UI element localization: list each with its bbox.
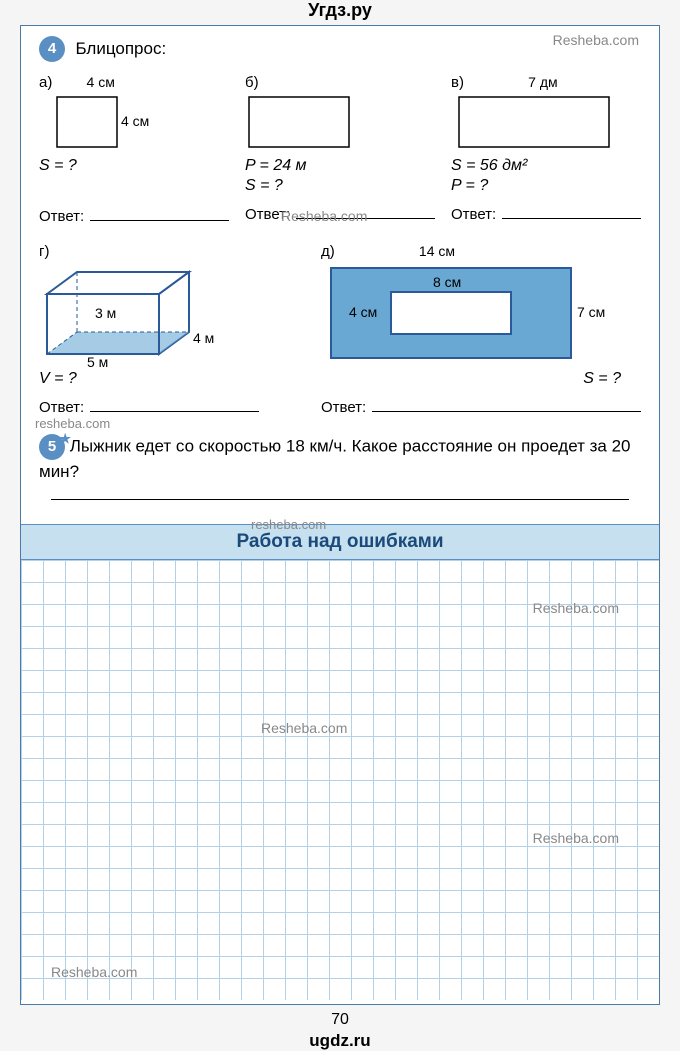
task4-badge: 4 <box>39 36 65 62</box>
answer-blank-a[interactable] <box>90 205 229 221</box>
formula-c2: P = ? <box>451 177 641 195</box>
formula-g: V = ? <box>39 370 259 388</box>
section-header: Работа над ошибками <box>21 524 659 560</box>
watermark: Resheba.com <box>261 720 347 736</box>
watermark: Resheba.com <box>51 964 137 980</box>
answer-label-c: Ответ: <box>451 206 496 223</box>
formula-b2: S = ? <box>245 177 435 195</box>
answer-label-b: Ответ: <box>245 206 290 223</box>
rect-c <box>451 95 621 151</box>
dim-innerw-d: 8 см <box>433 274 461 290</box>
watermark: Resheba.com <box>533 600 619 616</box>
worksheet-page: Resheba.com 4 Блицопрос: а) 4 см 4 см S … <box>20 25 660 1005</box>
task4c: в) 7 дм S = 56 дм² P = ? Ответ: <box>451 74 641 225</box>
grid-area[interactable]: Resheba.com Resheba.com Resheba.com Resh… <box>21 560 659 1000</box>
dim-outerw-d: 14 см <box>419 243 455 259</box>
answer-label-d: Ответ: <box>321 399 366 416</box>
answer-label-a: Ответ: <box>39 208 84 225</box>
task5-text: Лыжник едет со скоростью 18 км/ч. Какое … <box>39 436 631 481</box>
formula-a: S = ? <box>39 157 229 175</box>
dim-top-a: 4 см <box>87 74 115 90</box>
page-number: 70 <box>0 1011 680 1029</box>
watermark: resheba.com <box>35 416 110 431</box>
watermark: Resheba.com <box>533 830 619 846</box>
label-b: б) <box>245 74 259 91</box>
label-g: г) <box>39 243 49 260</box>
answer-blank-c[interactable] <box>502 203 641 219</box>
dim-outerh-d: 7 см <box>577 304 605 320</box>
box-g <box>39 264 239 364</box>
task5: 5 Лыжник едет со скоростью 18 км/ч. Како… <box>39 434 641 500</box>
dim-top-c: 7 дм <box>528 74 557 90</box>
top-site: Угдз.ру <box>0 0 680 21</box>
task5-blank[interactable] <box>51 498 629 500</box>
dim-width-g: 5 м <box>87 354 108 370</box>
answer-blank-g[interactable] <box>90 396 259 412</box>
answer-blank-b[interactable] <box>296 203 435 219</box>
label-c: в) <box>451 74 464 91</box>
square-b <box>245 95 395 151</box>
answer-label-g: Ответ: <box>39 399 84 416</box>
task4: 4 Блицопрос: а) 4 см 4 см S = ? Ответ: <box>39 36 641 416</box>
formula-d: S = ? <box>583 370 621 387</box>
task4d: д) 14 см 8 см 4 см 7 см S = ? Ответ: <box>321 243 641 416</box>
bottom-site: ugdz.ru <box>0 1031 680 1051</box>
label-a: а) <box>39 74 52 91</box>
dim-side-a: 4 см <box>121 113 149 129</box>
answer-blank-d[interactable] <box>372 396 641 412</box>
task4g: г) 3 м 4 м 5 м V = <box>39 243 259 416</box>
task5-badge: 5 <box>39 434 65 460</box>
label-d: д) <box>321 243 335 260</box>
formula-b1: P = 24 м <box>245 157 435 175</box>
task4b: б) P = 24 м S = ? Ответ: <box>245 74 435 225</box>
dim-height-g: 4 м <box>193 330 214 346</box>
dim-depth-g: 3 м <box>95 305 116 321</box>
task4a: а) 4 см 4 см S = ? Ответ: <box>39 74 229 225</box>
formula-c1: S = 56 дм² <box>451 157 641 175</box>
task4-title: Блицопрос: <box>75 39 166 59</box>
dim-innerh-d: 4 см <box>349 304 377 320</box>
